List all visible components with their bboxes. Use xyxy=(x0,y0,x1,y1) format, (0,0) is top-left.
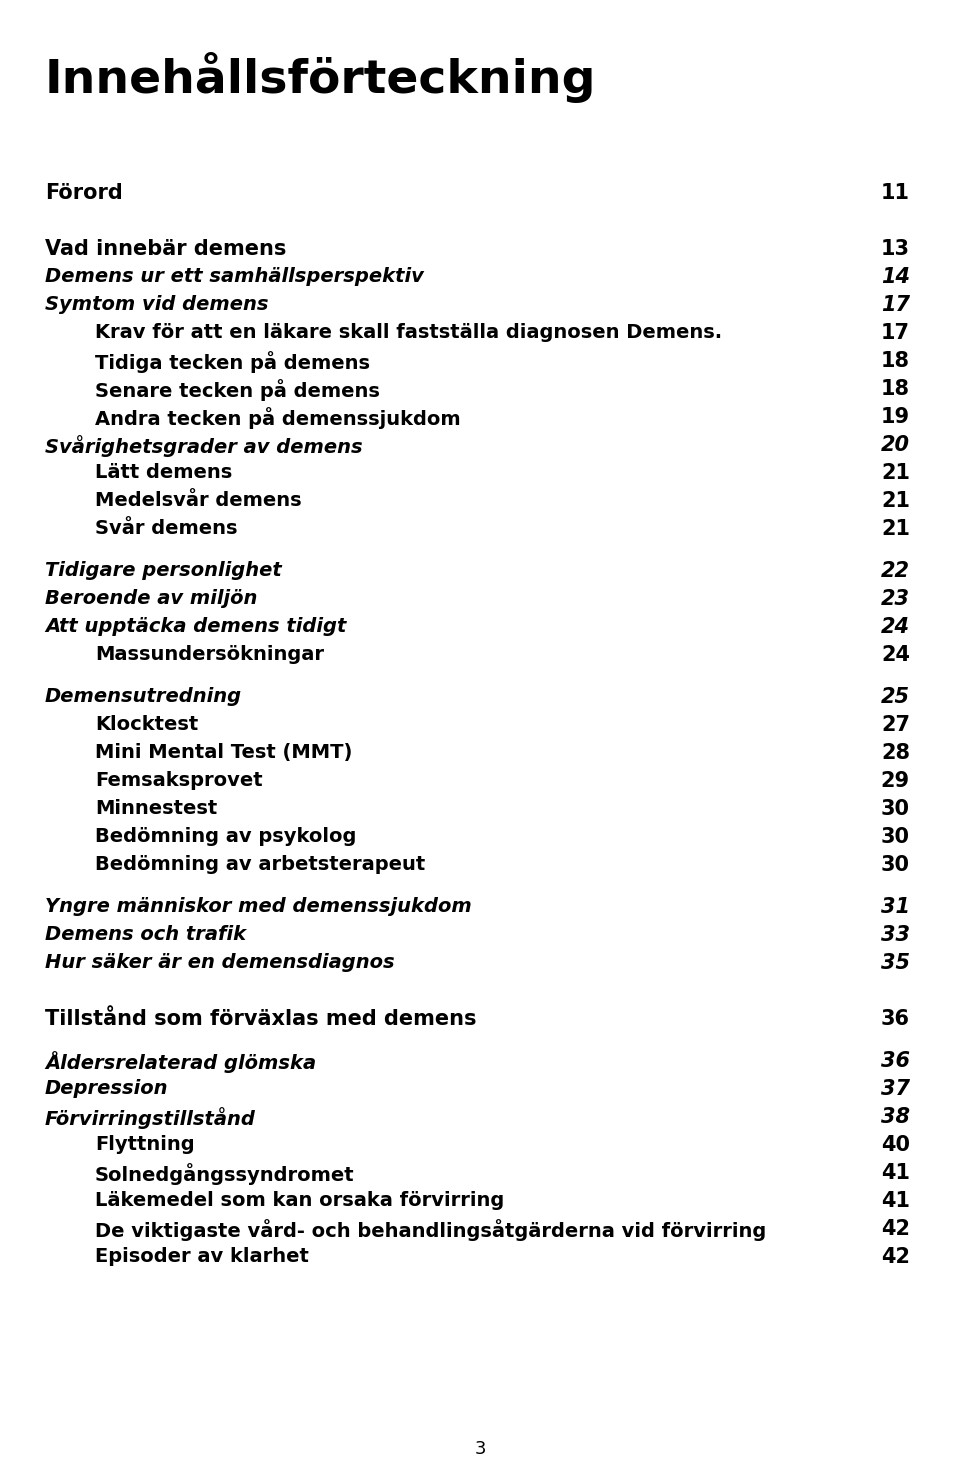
Text: Hur säker är en demensdiagnos: Hur säker är en demensdiagnos xyxy=(45,952,395,972)
Text: Bedömning av psykolog: Bedömning av psykolog xyxy=(95,827,356,846)
Text: 27: 27 xyxy=(881,714,910,735)
Text: 20: 20 xyxy=(881,435,910,456)
Text: 28: 28 xyxy=(881,742,910,763)
Text: 22: 22 xyxy=(881,561,910,581)
Text: Bedömning av arbetsterapeut: Bedömning av arbetsterapeut xyxy=(95,855,425,874)
Text: Tidiga tecken på demens: Tidiga tecken på demens xyxy=(95,351,370,373)
Text: Medelsvår demens: Medelsvår demens xyxy=(95,491,301,510)
Text: Att upptäcka demens tidigt: Att upptäcka demens tidigt xyxy=(45,617,347,636)
Text: 40: 40 xyxy=(881,1134,910,1155)
Text: 36: 36 xyxy=(881,1009,910,1029)
Text: Klocktest: Klocktest xyxy=(95,714,199,734)
Text: 30: 30 xyxy=(881,827,910,847)
Text: Förvirringstillstånd: Förvirringstillstånd xyxy=(45,1106,256,1128)
Text: 33: 33 xyxy=(881,924,910,945)
Text: Femsaksprovet: Femsaksprovet xyxy=(95,771,263,790)
Text: Vad innebär demens: Vad innebär demens xyxy=(45,240,286,259)
Text: Andra tecken på demenssjukdom: Andra tecken på demenssjukdom xyxy=(95,407,461,429)
Text: 36: 36 xyxy=(881,1052,910,1071)
Text: Senare tecken på demens: Senare tecken på demens xyxy=(95,379,380,401)
Text: 41: 41 xyxy=(881,1162,910,1183)
Text: 30: 30 xyxy=(881,855,910,876)
Text: Tidigare personlighet: Tidigare personlighet xyxy=(45,561,281,580)
Text: De viktigaste vård- och behandlingsåtgärderna vid förvirring: De viktigaste vård- och behandlingsåtgär… xyxy=(95,1219,766,1241)
Text: Demens ur ett samhällsperspektiv: Demens ur ett samhällsperspektiv xyxy=(45,268,424,285)
Text: Läkemedel som kan orsaka förvirring: Läkemedel som kan orsaka förvirring xyxy=(95,1191,504,1210)
Text: 25: 25 xyxy=(881,688,910,707)
Text: 17: 17 xyxy=(881,322,910,343)
Text: Innehållsförteckning: Innehållsförteckning xyxy=(45,52,596,104)
Text: Tillstånd som förväxlas med demens: Tillstånd som förväxlas med demens xyxy=(45,1009,476,1029)
Text: 42: 42 xyxy=(881,1247,910,1268)
Text: 24: 24 xyxy=(881,617,910,637)
Text: 18: 18 xyxy=(881,379,910,399)
Text: Flyttning: Flyttning xyxy=(95,1134,195,1154)
Text: 42: 42 xyxy=(881,1219,910,1239)
Text: Yngre människor med demenssjukdom: Yngre människor med demenssjukdom xyxy=(45,896,471,916)
Text: 11: 11 xyxy=(881,183,910,203)
Text: 19: 19 xyxy=(881,407,910,427)
Text: Förord: Förord xyxy=(45,183,123,203)
Text: 41: 41 xyxy=(881,1191,910,1211)
Text: Massundersökningar: Massundersökningar xyxy=(95,645,324,664)
Text: 37: 37 xyxy=(881,1080,910,1099)
Text: 38: 38 xyxy=(881,1106,910,1127)
Text: 18: 18 xyxy=(881,351,910,371)
Text: Episoder av klarhet: Episoder av klarhet xyxy=(95,1247,309,1266)
Text: Symtom vid demens: Symtom vid demens xyxy=(45,294,269,314)
Text: 3: 3 xyxy=(474,1441,486,1458)
Text: 23: 23 xyxy=(881,589,910,609)
Text: 30: 30 xyxy=(881,799,910,819)
Text: Demensutredning: Demensutredning xyxy=(45,688,242,705)
Text: 35: 35 xyxy=(881,952,910,973)
Text: 13: 13 xyxy=(881,240,910,259)
Text: Solnedgångssyndromet: Solnedgångssyndromet xyxy=(95,1162,354,1185)
Text: 14: 14 xyxy=(881,268,910,287)
Text: Depression: Depression xyxy=(45,1080,169,1097)
Text: Lätt demens: Lätt demens xyxy=(95,463,232,482)
Text: 24: 24 xyxy=(881,645,910,666)
Text: Krav för att en läkare skall fastställa diagnosen Demens.: Krav för att en läkare skall fastställa … xyxy=(95,322,722,342)
Text: 29: 29 xyxy=(881,771,910,791)
Text: 21: 21 xyxy=(881,491,910,512)
Text: 21: 21 xyxy=(881,463,910,484)
Text: Åldersrelaterad glömska: Åldersrelaterad glömska xyxy=(45,1052,316,1072)
Text: Beroende av miljön: Beroende av miljön xyxy=(45,589,257,608)
Text: Minnestest: Minnestest xyxy=(95,799,217,818)
Text: 31: 31 xyxy=(881,896,910,917)
Text: Demens och trafik: Demens och trafik xyxy=(45,924,246,944)
Text: 17: 17 xyxy=(881,294,910,315)
Text: Svår demens: Svår demens xyxy=(95,519,237,538)
Text: Mini Mental Test (MMT): Mini Mental Test (MMT) xyxy=(95,742,352,762)
Text: 21: 21 xyxy=(881,519,910,538)
Text: Svårighetsgrader av demens: Svårighetsgrader av demens xyxy=(45,435,363,457)
